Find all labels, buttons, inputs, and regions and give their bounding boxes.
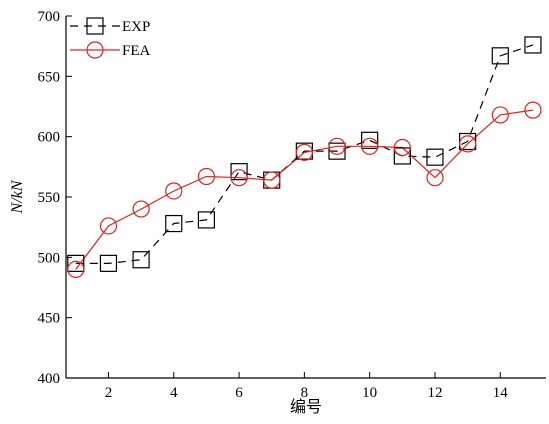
y-axis-label: N/kN [9,179,26,214]
data-point-exp [230,163,248,181]
x-tick-label: 6 [235,385,243,401]
x-tick-label: 4 [170,385,178,401]
x-tick-label: 12 [427,385,442,401]
series-line-fea [75,109,533,270]
data-point-exp [99,254,118,272]
legend-fea-label: FEA [122,43,151,59]
y-tick-label: 500 [38,250,61,266]
x-tick-label: 10 [362,385,377,401]
axes [65,16,546,379]
data-point-fea [165,182,183,200]
series-line-exp [75,44,534,264]
legend: EXP FEA [70,17,151,59]
x-tick-label: 14 [493,385,509,401]
series-layer [67,36,542,278]
y-tick-label: 450 [38,311,61,327]
data-point-exp [67,254,85,272]
y-tick-label: 400 [38,371,61,387]
data-point-fea [491,106,509,124]
data-point-fea [426,169,444,187]
data-point-exp [393,147,411,165]
data-point-fea [132,200,150,218]
ticks: 400 450 500 550 600 650 700 2 4 6 8 10 12 14 [38,9,509,401]
y-tick-label: 700 [38,9,61,25]
data-point-fea [524,101,542,119]
data-point-exp [197,211,216,229]
data-point-fea [99,217,118,235]
data-point-fea [393,138,411,157]
data-point-fea [328,137,346,155]
data-point-fea [295,143,313,161]
data-point-exp [132,251,150,269]
data-point-fea [230,169,248,187]
data-point-exp [328,142,346,160]
data-point-fea [361,137,379,155]
x-tick-label: 2 [105,385,113,401]
data-point-fea [459,135,477,153]
y-tick-label: 650 [38,69,61,85]
data-point-exp [491,47,509,65]
axis-titles: 编号 N/kN [9,179,322,416]
x-tick-label: 8 [301,385,309,401]
data-point-exp [361,131,379,149]
data-point-fea [197,167,216,186]
legend-fea-marker [86,41,104,59]
data-point-exp [524,36,542,54]
y-tick-label: 600 [38,130,61,146]
data-point-fea [263,171,281,189]
data-point-exp [426,148,444,166]
data-point-exp [165,214,183,233]
x-axis-label: 编号 [290,398,322,416]
legend-exp-marker [86,17,104,35]
data-point-fea [67,260,85,278]
y-tick-label: 550 [38,190,61,206]
legend-exp-label: EXP [122,19,150,35]
